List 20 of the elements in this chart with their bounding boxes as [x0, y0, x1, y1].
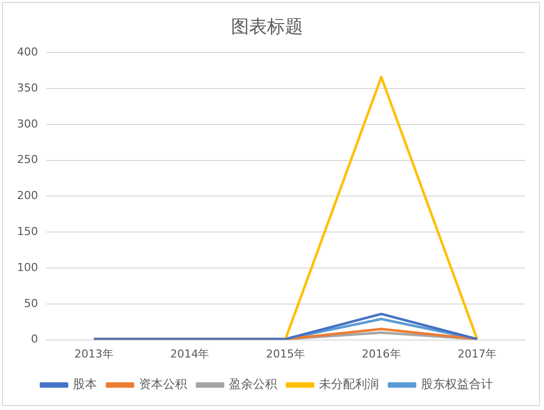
x-tick-label: 2014年: [170, 347, 210, 360]
y-tick-label: 0: [30, 332, 38, 346]
chart-title: 图表标题: [231, 16, 303, 38]
x-tick-label: 2013年: [74, 347, 114, 360]
x-tick-label: 2016年: [362, 347, 401, 360]
x-tick-label: 2015年: [266, 347, 305, 360]
y-tick-label: 150: [16, 224, 38, 238]
x-tick-label: 2017年: [458, 347, 497, 360]
y-tick-label: 50: [24, 296, 38, 310]
y-tick-label: 200: [16, 189, 38, 202]
y-tick-label: 400: [16, 45, 38, 58]
legend-label: 盈余公积: [229, 377, 277, 392]
y-tick-label: 300: [16, 117, 38, 130]
legend-label: 资本公积: [139, 377, 187, 392]
legend-label: 股本: [73, 377, 97, 392]
y-tick-label: 350: [16, 81, 38, 94]
y-tick-label: 250: [16, 153, 38, 166]
legend-label: 未分配利润: [319, 377, 379, 392]
y-tick-label: 100: [16, 260, 38, 274]
legend-label: 股东权益合计: [421, 377, 493, 392]
